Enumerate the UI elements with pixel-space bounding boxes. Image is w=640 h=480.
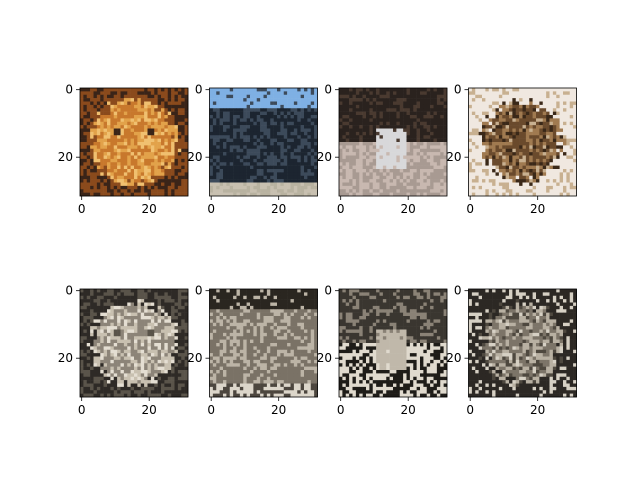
x-tick-label: 20 [142, 202, 157, 216]
x-tick-label: 20 [530, 202, 545, 216]
subplot-reconstruction-cat: 0 20 0 20 [58, 284, 189, 417]
x-tick-label: 0 [466, 403, 474, 417]
y-tick-label: 20 [317, 150, 332, 164]
image-frog [468, 88, 577, 197]
y-tick-label: 20 [446, 150, 461, 164]
x-tick-label: 0 [207, 202, 215, 216]
x-tick-label: 0 [78, 202, 86, 216]
subplot-original-dog: 0 20 0 20 [317, 83, 448, 216]
y-tick-label: 20 [58, 351, 73, 365]
image-dog [339, 88, 448, 197]
x-tick-label: 20 [530, 403, 545, 417]
y-tick-label: 0 [65, 83, 73, 97]
x-tick-label: 0 [207, 403, 215, 417]
axes-frame [338, 87, 448, 197]
y-tick-label: 0 [65, 284, 73, 298]
image-dog [339, 289, 448, 398]
image-cat [80, 88, 189, 197]
subplot-original-truck: 0 20 0 20 [187, 83, 318, 216]
axes-frame [468, 288, 577, 398]
x-tick-label: 0 [78, 403, 86, 417]
image-cat [80, 289, 189, 398]
y-tick-label: 0 [324, 83, 332, 97]
y-tick-label: 0 [454, 83, 462, 97]
x-tick-label: 0 [337, 403, 345, 417]
subplot-reconstruction-truck: 0 20 0 20 [187, 284, 318, 417]
y-tick-label: 20 [187, 150, 202, 164]
y-tick-label: 20 [317, 351, 332, 365]
subplot-original-frog: 0 20 0 20 [446, 83, 577, 216]
axes-frame [209, 87, 318, 197]
x-tick-label: 20 [271, 403, 286, 417]
subplot-reconstruction-frog: 0 20 0 20 [446, 284, 577, 417]
y-tick-label: 0 [195, 83, 203, 97]
axes-frame [79, 87, 189, 197]
x-tick-label: 20 [401, 403, 416, 417]
axes-frame [79, 288, 189, 398]
axes-frame [209, 288, 318, 398]
x-tick-label: 20 [142, 403, 157, 417]
image-truck [209, 88, 318, 197]
image-truck [209, 289, 318, 398]
subplot-reconstruction-dog: 0 20 0 20 [317, 284, 448, 417]
x-tick-label: 0 [337, 202, 345, 216]
y-tick-label: 0 [324, 284, 332, 298]
axes-frame [468, 87, 577, 197]
x-tick-label: 20 [401, 202, 416, 216]
y-tick-label: 0 [454, 284, 462, 298]
y-tick-label: 0 [195, 284, 203, 298]
x-tick-label: 20 [271, 202, 286, 216]
axes-frame [338, 288, 448, 398]
x-tick-label: 0 [466, 202, 474, 216]
image-frog [468, 289, 577, 398]
y-tick-label: 20 [58, 150, 73, 164]
y-tick-label: 20 [446, 351, 461, 365]
y-tick-label: 20 [187, 351, 202, 365]
subplot-original-cat: 0 20 0 20 [58, 83, 189, 216]
